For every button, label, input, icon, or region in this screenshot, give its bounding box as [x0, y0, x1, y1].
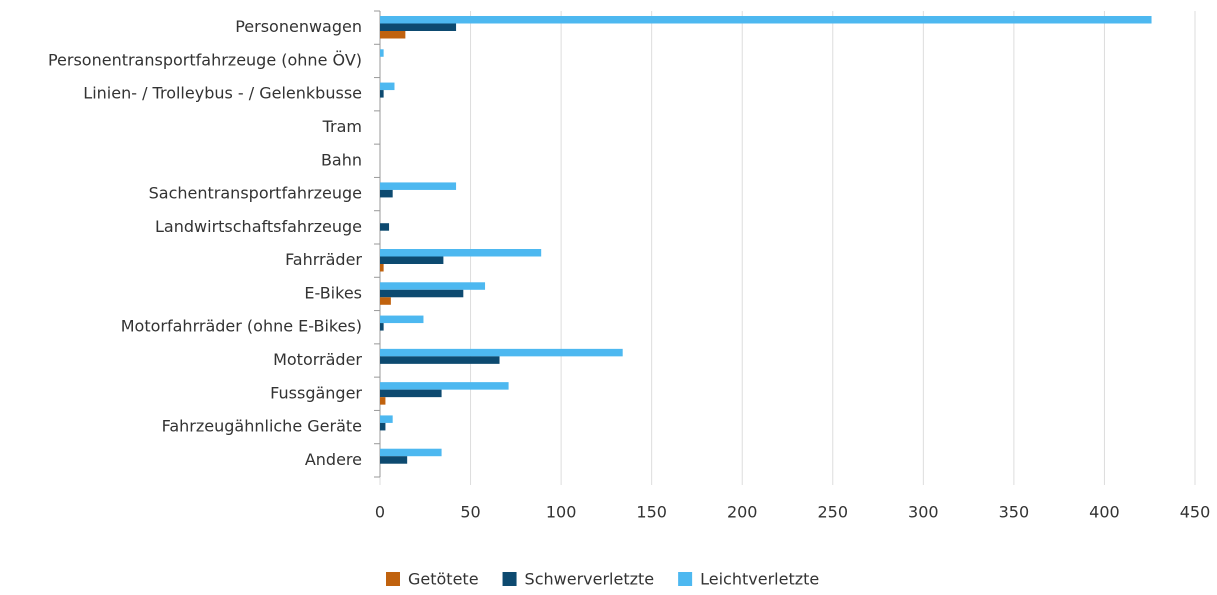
y-tick-label: Fahrzeugähnliche Geräte	[162, 417, 362, 436]
legend-swatch	[386, 572, 400, 586]
y-tick-label: Linien- / Trolleybus - / Gelenkbusse	[83, 84, 362, 103]
x-tick-label: 0	[375, 503, 385, 522]
y-tick-label: Bahn	[321, 150, 362, 169]
bar	[380, 23, 457, 31]
bar	[380, 456, 408, 464]
y-tick-label: Personenwagen	[235, 17, 362, 36]
legend-label: Schwerverletzte	[525, 570, 655, 589]
y-tick-label: Sachentransportfahrzeuge	[149, 184, 362, 203]
x-tick-label: 350	[999, 503, 1030, 522]
bar	[380, 422, 386, 431]
bar	[380, 348, 623, 357]
y-tick-label: Fussgänger	[270, 383, 362, 402]
legend-swatch	[502, 572, 517, 586]
bar	[380, 49, 384, 57]
bar	[380, 389, 442, 398]
x-tick-label: 250	[818, 503, 849, 522]
x-tick-label: 400	[1089, 503, 1120, 522]
legend-swatch	[678, 572, 693, 586]
bar	[380, 315, 424, 324]
y-tick-label: Motorfahrräder (ohne E-Bikes)	[121, 317, 362, 336]
bar	[380, 82, 395, 91]
bar	[380, 189, 393, 198]
bar	[380, 415, 393, 423]
bar	[380, 16, 1152, 24]
y-tick-label: Motorräder	[273, 350, 362, 369]
bar	[380, 249, 542, 257]
x-tick-label: 200	[727, 503, 758, 522]
bar	[380, 323, 384, 331]
bar	[380, 356, 500, 364]
bar	[380, 282, 486, 290]
y-tick-label: Landwirtschaftsfahrzeuge	[155, 217, 362, 236]
bar	[380, 90, 384, 98]
bar	[380, 297, 391, 305]
y-tick-label: Personentransportfahrzeuge (ohne ÖV)	[48, 50, 362, 69]
bar	[380, 382, 509, 390]
bar	[380, 182, 457, 190]
x-tick-label: 50	[460, 503, 480, 522]
bar	[380, 264, 384, 272]
legend-label: Getötete	[408, 570, 479, 589]
bar	[380, 256, 444, 264]
y-tick-label: Fahrräder	[285, 250, 362, 269]
x-tick-label: 300	[908, 503, 939, 522]
y-tick-label: E-Bikes	[304, 283, 362, 302]
x-tick-label: 450	[1180, 503, 1211, 522]
y-tick-label: Tram	[322, 117, 362, 136]
bar	[380, 223, 390, 231]
legend-label: Leichtverletzte	[700, 570, 819, 589]
bar	[380, 289, 464, 298]
x-tick-label: 100	[546, 503, 577, 522]
y-tick-label: Andere	[305, 450, 362, 469]
bar	[380, 31, 406, 39]
bar	[380, 448, 442, 457]
x-tick-label: 150	[636, 503, 667, 522]
bar	[380, 397, 386, 405]
